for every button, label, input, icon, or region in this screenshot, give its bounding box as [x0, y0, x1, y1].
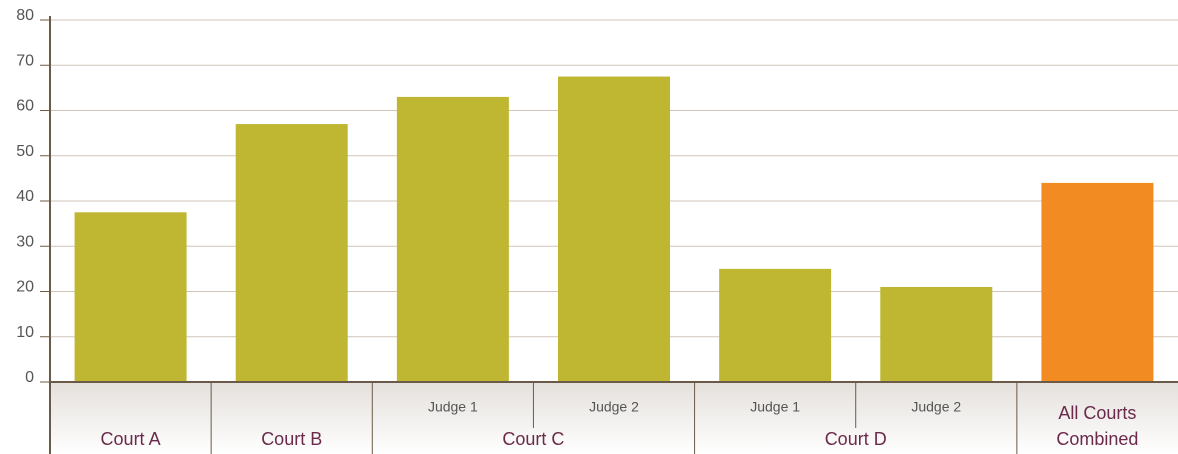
bar: [880, 286, 993, 382]
sub-label: Judge 1: [750, 399, 800, 415]
label-band: [50, 382, 1178, 454]
y-tick-label: 50: [16, 143, 34, 160]
bar: [396, 96, 509, 383]
group-label: Court A: [100, 429, 161, 449]
sub-label: Judge 2: [911, 399, 961, 415]
bar: [719, 268, 832, 382]
y-tick-label: 80: [16, 7, 34, 24]
y-tick-label: 70: [16, 52, 34, 69]
group-label: Court D: [824, 429, 887, 449]
y-tick-label: 40: [16, 188, 34, 205]
y-tick-label: 10: [16, 324, 34, 341]
sub-label: Judge 2: [589, 399, 639, 415]
bar: [558, 76, 670, 382]
y-tick-label: 20: [16, 279, 34, 296]
bar: [74, 212, 187, 382]
bar: [1041, 182, 1154, 382]
y-tick-label: 60: [16, 98, 34, 115]
group-label: Court B: [261, 429, 323, 449]
bar: [235, 124, 348, 382]
y-tick-label: 0: [25, 369, 34, 386]
group-label: Court C: [502, 429, 565, 449]
sub-label: Judge 1: [428, 399, 478, 415]
group-label: All Courts Combined: [1056, 403, 1139, 449]
y-tick-label: 30: [16, 233, 34, 250]
